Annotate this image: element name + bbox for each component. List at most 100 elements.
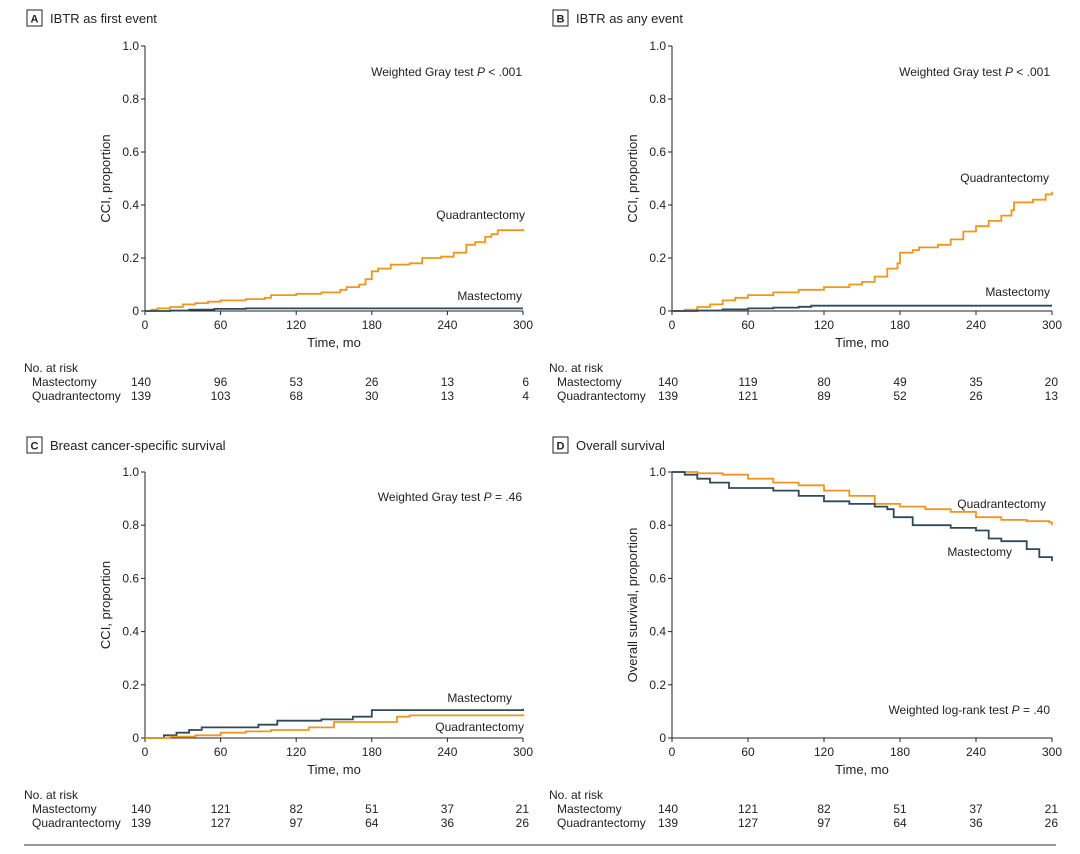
- series-line-mastectomy: [672, 471, 1053, 562]
- panel-title: IBTR as first event: [50, 11, 157, 26]
- risk-value: 139: [131, 389, 151, 403]
- x-tick-label: 180: [362, 745, 382, 759]
- risk-value: 82: [817, 802, 831, 816]
- panel-letter: A: [31, 14, 39, 26]
- risk-table-header: No. at risk: [549, 788, 604, 802]
- risk-row-label: Quadrantectomy: [32, 389, 121, 403]
- test-annotation-prefix: Weighted Gray test: [371, 65, 477, 79]
- risk-row-label: Quadrantectomy: [32, 816, 121, 830]
- x-tick-label: 120: [814, 745, 834, 759]
- series-label-quadrantectomy: Quadrantectomy: [435, 720, 524, 734]
- y-tick-label: 0.4: [122, 198, 139, 212]
- y-tick-label: 0.8: [122, 518, 139, 532]
- series-line-mastectomy: [145, 708, 524, 739]
- x-tick-label: 120: [286, 745, 306, 759]
- risk-row-label: Mastectomy: [32, 375, 97, 389]
- panel-letter: B: [557, 14, 565, 26]
- risk-value: 121: [211, 802, 231, 816]
- x-tick-label: 0: [669, 745, 676, 759]
- test-annotation-suffix: = .46: [492, 490, 523, 504]
- series-label-mastectomy: Mastectomy: [447, 691, 512, 705]
- x-tick-label: 60: [214, 318, 228, 332]
- panel-letter: D: [557, 441, 565, 453]
- series-line-quadrantectomy: [145, 714, 524, 739]
- x-tick-label: 300: [513, 745, 533, 759]
- risk-value: 139: [131, 816, 151, 830]
- y-tick-label: 0: [132, 304, 139, 318]
- y-tick-label: 0.2: [122, 251, 139, 265]
- risk-value: 13: [441, 389, 455, 403]
- risk-value: 35: [969, 375, 983, 389]
- risk-value: 4: [522, 389, 529, 403]
- x-axis-label: Time, mo: [835, 762, 889, 777]
- x-axis-label: Time, mo: [835, 335, 889, 350]
- risk-value: 119: [738, 375, 757, 389]
- risk-value: 26: [365, 375, 379, 389]
- risk-value: 37: [441, 802, 455, 816]
- risk-value: 30: [365, 389, 379, 403]
- risk-value: 21: [1045, 802, 1059, 816]
- x-tick-label: 180: [362, 318, 382, 332]
- series-label-mastectomy: Mastectomy: [457, 289, 522, 303]
- test-annotation-p: P: [1005, 65, 1013, 79]
- panel-letter: C: [31, 441, 39, 453]
- series-line-quadrantectomy: [672, 191, 1053, 312]
- y-tick-label: 0.6: [649, 145, 666, 159]
- x-tick-label: 120: [814, 318, 834, 332]
- x-tick-label: 240: [437, 318, 457, 332]
- x-tick-label: 240: [966, 745, 986, 759]
- y-tick-label: 0.2: [122, 678, 139, 692]
- chart-panel-c: C Breast cancer-specific survival 0 0.2 0.4 0…: [24, 436, 533, 830]
- y-tick-label: 0.4: [649, 625, 666, 639]
- series-line-mastectomy: [672, 304, 1052, 312]
- risk-value: 96: [214, 375, 228, 389]
- y-tick-label: 0.6: [122, 145, 139, 159]
- y-tick-label: 1.0: [649, 465, 666, 479]
- x-axis-label: Time, mo: [307, 762, 361, 777]
- risk-value: 139: [658, 816, 678, 830]
- y-tick-label: 0.8: [122, 92, 139, 106]
- y-axis-label: Overall survival, proportion: [625, 528, 640, 683]
- test-annotation-prefix: Weighted Gray test: [378, 490, 484, 504]
- test-annotation: Weighted Gray test P < .001: [371, 65, 522, 79]
- panel-title: Breast cancer-specific survival: [50, 438, 226, 453]
- test-annotation-p: P: [477, 65, 485, 79]
- x-tick-label: 0: [142, 318, 149, 332]
- test-annotation-suffix: = .40: [1020, 703, 1051, 717]
- chart-panel-b: B IBTR as any event 0 0.2 0.4 0.6 0.8 1.0 0 60 120…: [549, 9, 1062, 403]
- risk-value: 80: [817, 375, 831, 389]
- x-axis-label: Time, mo: [307, 335, 361, 350]
- x-tick-label: 240: [966, 318, 986, 332]
- x-tick-label: 240: [437, 745, 457, 759]
- x-tick-label: 120: [286, 318, 306, 332]
- risk-value: 127: [211, 816, 231, 830]
- panel-letter-box: [26, 9, 43, 27]
- chart-panel-a: A IBTR as first event 0 0.2 0.4 0.6 0.8 1.0 0 60 1…: [24, 9, 533, 403]
- y-tick-label: 0: [132, 731, 139, 745]
- risk-value: 52: [893, 389, 907, 403]
- y-tick-label: 1.0: [122, 465, 139, 479]
- risk-value: 26: [969, 389, 983, 403]
- risk-table-header: No. at risk: [24, 361, 79, 375]
- y-tick-label: 0: [659, 731, 666, 745]
- test-annotation-suffix: < .001: [485, 65, 522, 79]
- y-tick-label: 0.8: [649, 518, 666, 532]
- risk-value: 13: [441, 375, 455, 389]
- test-annotation-suffix: < .001: [1013, 65, 1050, 79]
- risk-value: 36: [441, 816, 455, 830]
- series-line-quadrantectomy: [145, 228, 524, 312]
- x-tick-label: 60: [741, 745, 755, 759]
- series-label-mastectomy: Mastectomy: [947, 545, 1012, 559]
- risk-value: 26: [1045, 816, 1059, 830]
- risk-row-label: Mastectomy: [557, 802, 622, 816]
- risk-value: 97: [290, 816, 304, 830]
- risk-value: 140: [131, 375, 151, 389]
- risk-value: 20: [1045, 375, 1059, 389]
- risk-row-label: Quadrantectomy: [557, 816, 646, 830]
- risk-value: 49: [893, 375, 907, 389]
- x-tick-label: 180: [890, 318, 910, 332]
- risk-value: 68: [290, 389, 304, 403]
- risk-value: 97: [817, 816, 831, 830]
- series-label-mastectomy: Mastectomy: [985, 285, 1050, 299]
